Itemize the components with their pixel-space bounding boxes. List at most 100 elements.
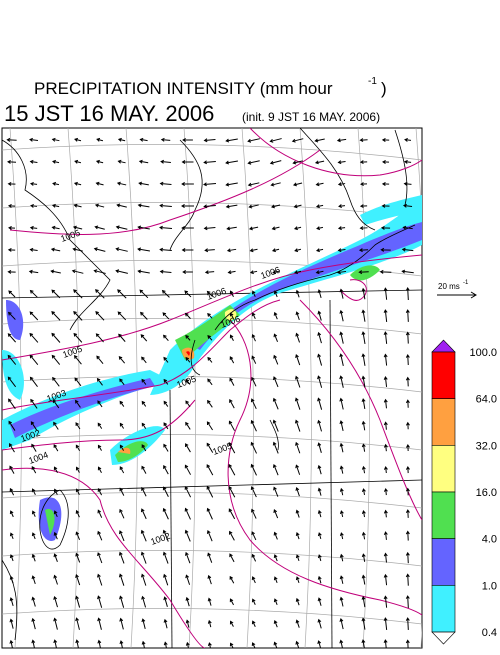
sector-line bbox=[169, 389, 173, 648]
wind-arrow bbox=[229, 620, 234, 627]
wind-arrow bbox=[51, 332, 61, 343]
wind-arrow bbox=[184, 290, 192, 298]
wind-arrow bbox=[405, 465, 410, 474]
wind-arrow bbox=[314, 138, 325, 143]
title-exponent: -1 bbox=[368, 76, 377, 87]
wind-arrow bbox=[162, 507, 169, 520]
wind-arrow bbox=[317, 509, 322, 518]
wind-arrow bbox=[119, 508, 125, 519]
wind-arrow bbox=[162, 529, 169, 542]
wind-arrow bbox=[73, 289, 83, 299]
wind-arrow bbox=[75, 595, 81, 608]
parallel bbox=[2, 608, 422, 625]
wind-arrow bbox=[383, 287, 388, 300]
wind-arrow bbox=[159, 181, 172, 186]
wind-arrow bbox=[75, 617, 80, 630]
wind-arrow bbox=[405, 595, 410, 608]
wind-arrow bbox=[97, 509, 103, 518]
wind-arrow bbox=[184, 507, 191, 520]
wind-arrow bbox=[140, 573, 147, 586]
wind-arrow bbox=[207, 574, 212, 585]
wind-arrow bbox=[97, 639, 102, 648]
wind-arrow bbox=[317, 597, 322, 606]
wind-arrow bbox=[379, 269, 392, 274]
wind-arrow bbox=[74, 159, 82, 164]
wind-arrow bbox=[317, 554, 322, 562]
wind-arrow bbox=[181, 160, 194, 164]
wind-arrow bbox=[251, 376, 257, 387]
wind-arrow bbox=[206, 507, 213, 520]
wind-arrow bbox=[203, 138, 216, 143]
wind-arrow bbox=[229, 598, 234, 606]
wind-arrow bbox=[317, 331, 322, 344]
wind-arrow bbox=[294, 270, 302, 275]
wind-arrow bbox=[30, 421, 38, 431]
wind-arrow bbox=[228, 463, 236, 476]
wind-arrow bbox=[181, 182, 194, 186]
wind-arrow bbox=[339, 510, 344, 518]
wind-arrow bbox=[339, 309, 344, 322]
wind-arrow bbox=[339, 375, 344, 388]
wind-arrow bbox=[117, 137, 126, 142]
wind-arrow bbox=[383, 376, 388, 388]
wind-arrow bbox=[273, 290, 278, 298]
wind-arrow bbox=[383, 421, 388, 430]
wind-arrow bbox=[339, 596, 344, 607]
wind-arrow bbox=[295, 640, 300, 648]
wind-arrow bbox=[317, 353, 323, 366]
wind-arrow bbox=[251, 290, 256, 297]
wind-arrow bbox=[51, 289, 61, 299]
wind-arrow bbox=[75, 509, 80, 518]
wind-arrow bbox=[273, 641, 278, 648]
wind-arrow bbox=[317, 442, 322, 453]
wind-arrow bbox=[97, 595, 103, 608]
wind-arrow bbox=[97, 573, 103, 586]
wind-arrow bbox=[361, 375, 366, 388]
wind-arrow bbox=[207, 399, 213, 408]
wind-arrow bbox=[338, 204, 346, 209]
wind-arrow bbox=[361, 617, 366, 630]
wind-arrow bbox=[7, 354, 17, 365]
wind-arrow bbox=[383, 487, 388, 496]
wind-arrow bbox=[31, 532, 36, 540]
wind-arrow bbox=[31, 639, 36, 648]
wind-arrow bbox=[402, 225, 413, 230]
wind-arrow bbox=[248, 204, 259, 209]
parallel bbox=[2, 492, 422, 509]
wind-arrow bbox=[7, 311, 16, 320]
wind-arrow bbox=[119, 487, 125, 496]
wind-arrow bbox=[163, 422, 169, 430]
wind-arrow bbox=[405, 487, 410, 496]
wind-arrow bbox=[75, 422, 81, 430]
wind-arrow bbox=[160, 159, 171, 164]
wind-arrow bbox=[53, 574, 58, 585]
parallel bbox=[2, 550, 422, 567]
wind-arrow bbox=[317, 289, 322, 299]
wind-arrow bbox=[361, 639, 366, 648]
wind-arrow bbox=[273, 333, 278, 342]
wind-arrow bbox=[75, 399, 81, 408]
wind-arrow bbox=[163, 465, 169, 475]
colorbar-under bbox=[431, 631, 456, 645]
wind-arrow bbox=[9, 554, 14, 562]
wind-arrow bbox=[295, 311, 300, 321]
map: 1005100610061006100510051003100210041005… bbox=[1, 127, 423, 649]
wind-arrow bbox=[97, 552, 103, 564]
wind-arrow bbox=[361, 553, 366, 562]
wind-arrow bbox=[251, 508, 257, 519]
wind-arrow bbox=[203, 160, 216, 165]
wind-arrow bbox=[295, 597, 300, 606]
wind-arrow bbox=[162, 334, 169, 342]
wind-arrow bbox=[383, 531, 388, 540]
wind-arrow bbox=[140, 311, 148, 320]
wind-arrow bbox=[7, 269, 16, 274]
wind-arrow bbox=[359, 204, 368, 209]
wind-arrow bbox=[293, 226, 302, 231]
wind-arrow bbox=[73, 332, 83, 343]
wind-arrow bbox=[339, 465, 344, 474]
wind-arrow bbox=[401, 269, 414, 274]
wind-arrow bbox=[31, 553, 36, 562]
wind-arrow bbox=[273, 486, 279, 497]
colorbar-segment bbox=[431, 351, 456, 399]
wind-arrow bbox=[31, 488, 36, 496]
